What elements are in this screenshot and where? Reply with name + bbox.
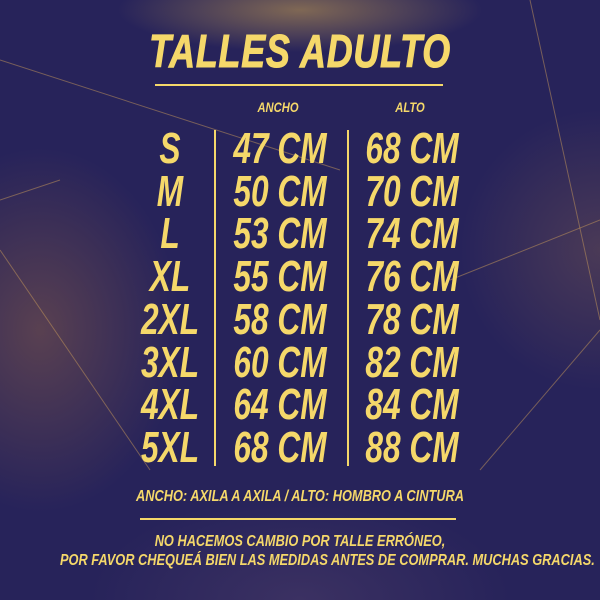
size-label: 2XL [140, 294, 200, 344]
header-height: ALTO [395, 99, 425, 115]
footer-divider [140, 518, 456, 520]
height-value: 82 CM [365, 337, 459, 387]
table-row: S 47 CM 68 CM [0, 124, 600, 173]
table-row: M 50 CM 70 CM [0, 166, 600, 216]
width-value: 68 CM [233, 422, 327, 472]
width-value: 50 CM [233, 166, 327, 216]
height-value: 68 CM [365, 124, 459, 173]
table-row: 4XL 64 CM 84 CM [0, 380, 600, 430]
size-label: S [159, 124, 181, 173]
width-value: 60 CM [233, 337, 327, 387]
page-title: TALLES ADULTO [149, 25, 451, 78]
title-underline [155, 84, 443, 86]
width-value: 47 CM [233, 124, 327, 173]
notice-line-1: NO HACEMOS CAMBIO POR TALLE ERRÓNEO, [154, 533, 446, 550]
notice-line-2: POR FAVOR CHEQUEÁ BIEN LAS MEDIDAS ANTES… [60, 552, 595, 569]
height-value: 88 CM [365, 422, 459, 472]
width-value: 64 CM [233, 380, 327, 430]
height-value: 74 CM [365, 209, 459, 259]
size-label: M [156, 166, 184, 216]
table-row: 2XL 58 CM 78 CM [0, 294, 600, 344]
width-value: 58 CM [233, 294, 327, 344]
header-width: ANCHO [257, 99, 299, 115]
size-label: 4XL [140, 380, 200, 430]
column-divider [347, 130, 349, 466]
size-label: 3XL [140, 337, 200, 387]
measurement-legend: ANCHO: AXILA A AXILA / ALTO: HOMBRO A CI… [135, 488, 465, 505]
width-value: 55 CM [233, 252, 327, 302]
height-value: 78 CM [365, 294, 459, 344]
table-row: XL 55 CM 76 CM [0, 252, 600, 302]
size-label: L [160, 209, 180, 259]
table-row: L 53 CM 74 CM [0, 209, 600, 259]
column-divider [214, 130, 216, 466]
table-row: 3XL 60 CM 82 CM [0, 337, 600, 387]
height-value: 70 CM [365, 166, 459, 216]
width-value: 53 CM [233, 209, 327, 259]
height-value: 76 CM [365, 252, 459, 302]
size-label: 5XL [140, 422, 200, 472]
height-value: 84 CM [365, 380, 459, 430]
size-label: XL [149, 252, 191, 302]
table-row: 5XL 68 CM 88 CM [0, 422, 600, 472]
